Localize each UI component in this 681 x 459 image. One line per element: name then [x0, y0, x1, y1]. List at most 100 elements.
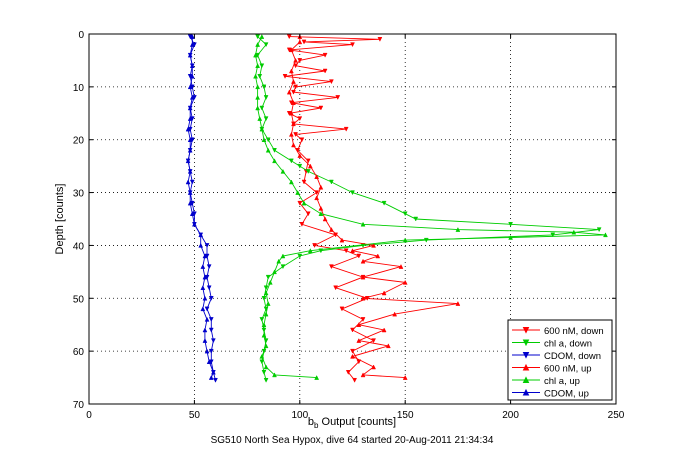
data-point [329, 227, 334, 232]
data-point [261, 84, 267, 90]
data-point [297, 200, 303, 206]
legend-swatch-marker [522, 363, 530, 371]
data-point [413, 216, 419, 222]
data-point [350, 348, 355, 354]
data-point [210, 338, 216, 344]
data-point [392, 311, 398, 317]
data-point [305, 158, 311, 164]
data-point [291, 142, 296, 148]
data-point [402, 279, 408, 285]
data-point [345, 370, 351, 375]
data-point [360, 258, 366, 264]
data-point [381, 327, 387, 333]
y-tick-label: 10 [73, 83, 85, 94]
data-point [208, 296, 214, 301]
data-point [263, 42, 269, 48]
data-point [257, 116, 263, 121]
data-point [253, 52, 258, 58]
data-point [508, 234, 514, 240]
data-point [259, 317, 265, 322]
data-point [385, 343, 391, 349]
data-point [307, 248, 313, 253]
data-point [206, 264, 212, 270]
y-tick-label: 60 [73, 347, 85, 358]
y-axis-label: Depth [counts] [54, 184, 66, 255]
data-point [402, 375, 408, 380]
y-tick-label: 70 [73, 400, 85, 411]
data-point [297, 58, 303, 63]
data-point [263, 364, 269, 370]
data-point [360, 372, 366, 378]
data-point [288, 179, 294, 185]
data-point [208, 317, 214, 322]
legend-label: chl a, down [544, 339, 592, 350]
data-point [210, 369, 216, 375]
data-point [288, 110, 294, 116]
plot-frame [88, 33, 617, 405]
data-point [253, 73, 258, 79]
data-point [305, 169, 311, 174]
x-tick-label: 0 [86, 410, 92, 421]
data-point [350, 248, 355, 253]
data-point [198, 242, 204, 248]
data-point [208, 327, 214, 333]
data-point [314, 190, 320, 196]
data-point [263, 377, 269, 383]
data-point [339, 306, 345, 312]
data-point [265, 274, 271, 280]
data-point [297, 153, 303, 158]
x-tick-label: 250 [608, 410, 625, 421]
series-line [187, 36, 216, 381]
data-point [189, 94, 195, 100]
legend-swatch-marker [522, 339, 530, 347]
data-point [189, 211, 195, 216]
data-point [318, 211, 324, 216]
data-point [202, 295, 208, 301]
data-point [297, 39, 303, 45]
data-point [329, 179, 334, 185]
data-point [255, 94, 261, 100]
axis-ticks: 0 50 100 150 200 250 0 10 20 30 40 50 60 70 [73, 30, 625, 421]
data-point [291, 100, 296, 105]
data-point [307, 163, 313, 169]
data-point [255, 34, 261, 40]
data-point [185, 158, 191, 164]
data-point [255, 63, 261, 68]
data-point [204, 316, 210, 322]
data-point [455, 301, 461, 306]
data-point [265, 137, 271, 143]
data-point [255, 42, 261, 47]
data-point [189, 179, 195, 185]
data-point [198, 232, 204, 238]
data-point [187, 200, 193, 206]
data-point [596, 227, 602, 233]
data-point [329, 79, 334, 85]
data-point [329, 264, 334, 270]
data-point [356, 338, 362, 343]
data-point [189, 73, 195, 79]
data-point [204, 306, 210, 312]
data-point [206, 359, 212, 364]
data-point [263, 95, 269, 100]
series-layer [185, 34, 608, 383]
data-point [377, 37, 383, 42]
y-tick-label: 20 [73, 136, 85, 147]
data-point [282, 74, 288, 79]
data-point [267, 279, 273, 285]
legend-swatch-marker [522, 376, 530, 383]
data-point [187, 84, 193, 90]
data-point [261, 137, 267, 142]
data-point [286, 34, 292, 40]
data-point [272, 372, 277, 378]
data-point [371, 242, 376, 248]
legend-swatch-marker [522, 327, 530, 334]
data-point [305, 211, 311, 217]
data-point [603, 232, 608, 238]
data-point [293, 63, 298, 69]
data-point [381, 200, 387, 206]
data-point [360, 274, 366, 280]
data-point [204, 243, 210, 248]
y-tick-label: 40 [73, 241, 85, 252]
